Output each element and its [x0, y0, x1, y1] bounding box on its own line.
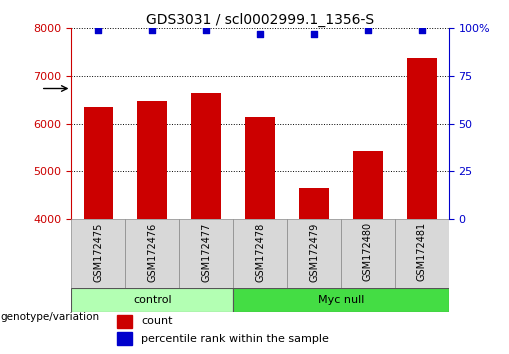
Bar [352, 151, 382, 219]
Bar [71, 288, 233, 312]
Text: GSM172481: GSM172481 [416, 222, 426, 281]
Point [256, 31, 264, 37]
Point [202, 27, 210, 33]
Point [417, 27, 425, 33]
Bar [245, 118, 274, 219]
Bar [117, 332, 131, 345]
Text: GSM172475: GSM172475 [93, 222, 103, 282]
Bar [191, 93, 220, 219]
Text: GSM172479: GSM172479 [308, 222, 319, 281]
Point [94, 27, 102, 33]
Bar [179, 219, 233, 288]
Bar [71, 219, 125, 288]
Bar [341, 219, 394, 288]
Bar [287, 219, 341, 288]
Bar [394, 219, 448, 288]
Bar [406, 58, 436, 219]
Bar [137, 101, 167, 219]
Text: Myc null: Myc null [317, 295, 363, 305]
Text: GSM172476: GSM172476 [147, 222, 157, 281]
Bar [299, 188, 328, 219]
Bar [117, 315, 131, 328]
Text: genotype/variation: genotype/variation [0, 312, 99, 322]
Bar [233, 288, 448, 312]
Bar [125, 219, 179, 288]
Text: GSM172478: GSM172478 [254, 222, 265, 281]
Title: GDS3031 / scl0002999.1_1356-S: GDS3031 / scl0002999.1_1356-S [146, 13, 374, 27]
Point [148, 27, 156, 33]
Text: GSM172480: GSM172480 [362, 222, 372, 281]
Text: control: control [133, 295, 171, 305]
Text: count: count [141, 316, 173, 326]
Text: GSM172477: GSM172477 [201, 222, 211, 282]
Text: percentile rank within the sample: percentile rank within the sample [141, 333, 328, 344]
Point [363, 27, 371, 33]
Bar [233, 219, 287, 288]
Point [309, 31, 318, 37]
Bar [83, 107, 113, 219]
